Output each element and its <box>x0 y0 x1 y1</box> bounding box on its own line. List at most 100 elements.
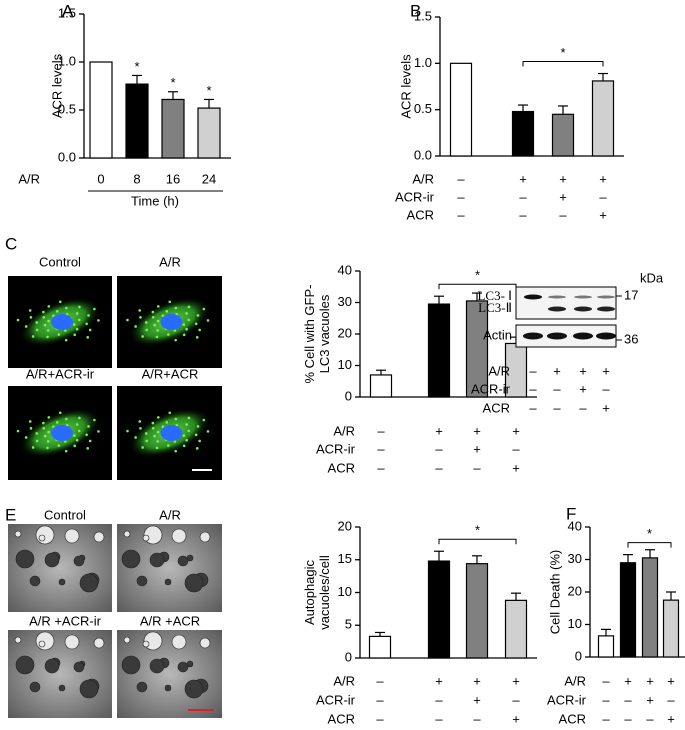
puncta <box>72 434 76 437</box>
condition-name: ACR <box>559 711 586 726</box>
band <box>547 332 567 340</box>
puncta <box>185 438 188 442</box>
puncta <box>57 333 61 336</box>
puncta <box>156 319 160 323</box>
puncta <box>28 309 32 312</box>
condition-name: A/R <box>412 171 434 186</box>
condition-mark: – <box>377 460 385 475</box>
organelle <box>177 661 189 673</box>
organelle <box>123 636 131 644</box>
puncta <box>194 433 198 437</box>
puncta <box>198 439 201 443</box>
condition-mark: + <box>579 363 587 378</box>
puncta <box>52 314 55 317</box>
puncta <box>141 335 144 338</box>
puncta <box>139 316 142 319</box>
band <box>596 332 616 340</box>
x-tick-label: 16 <box>166 171 180 186</box>
puncta <box>138 420 142 423</box>
puncta <box>196 314 200 317</box>
nucleus <box>160 314 183 330</box>
puncta <box>46 329 50 332</box>
condition-name: ACR-ir <box>395 189 435 204</box>
puncta <box>185 312 188 315</box>
puncta <box>168 300 172 304</box>
puncta <box>151 315 155 319</box>
puncta <box>173 329 177 332</box>
condition-mark: – <box>559 207 567 222</box>
error-bar <box>598 72 608 81</box>
condition-name: A/R <box>333 673 355 688</box>
puncta <box>47 416 51 419</box>
condition-mark: + <box>646 673 654 688</box>
y-tick-label: 0.5 <box>414 101 432 116</box>
organelle <box>15 549 35 569</box>
organelle <box>199 637 211 649</box>
organelle <box>64 634 80 650</box>
condition-mark: – <box>553 381 561 396</box>
condition-mark: – <box>519 189 527 204</box>
puncta <box>198 328 201 332</box>
bracket-label: * <box>475 268 480 283</box>
organelle <box>121 655 141 675</box>
condition-mark: + <box>602 400 610 415</box>
condition-mark: – <box>435 441 443 456</box>
bracket-label: * <box>647 526 652 541</box>
y-tick-label: 10 <box>338 584 352 599</box>
condition-mark: + <box>512 423 520 438</box>
puncta <box>173 440 177 443</box>
y-axis-label: ACR levels <box>398 54 413 119</box>
condition-mark: + <box>512 673 520 688</box>
puncta <box>47 430 50 434</box>
condition-mark: – <box>529 381 537 396</box>
condition-mark: – <box>579 400 587 415</box>
band <box>574 306 592 312</box>
micrograph <box>117 524 222 612</box>
condition-mark: – <box>602 381 610 396</box>
condition-mark: – <box>457 189 465 204</box>
puncta <box>185 327 188 331</box>
y-axis-label: LC3 vacuoles <box>317 294 332 373</box>
significance: * <box>206 83 211 98</box>
organelle <box>136 575 148 587</box>
puncta <box>85 433 88 437</box>
organelle <box>164 684 172 692</box>
condition-mark: + <box>559 189 567 204</box>
y-tick-label: 1.0 <box>58 53 76 68</box>
puncta <box>156 305 160 308</box>
puncta <box>167 333 170 336</box>
organelle <box>35 631 55 651</box>
y-tick-label: 20 <box>568 583 582 598</box>
puncta <box>57 444 61 447</box>
puncta <box>64 338 68 342</box>
puncta <box>156 430 160 434</box>
puncta <box>196 425 200 428</box>
significance: * <box>170 75 175 90</box>
organelle <box>79 679 99 699</box>
y-tick-label: 0.0 <box>414 147 432 162</box>
image-label: Control <box>39 254 81 269</box>
puncta <box>65 417 68 421</box>
bar <box>662 599 680 658</box>
band <box>597 295 615 299</box>
error-bar <box>204 98 214 109</box>
puncta <box>174 338 177 342</box>
puncta <box>46 335 49 339</box>
condition-mark: – <box>473 460 481 475</box>
error-bar <box>511 592 521 601</box>
x-tick-label: 24 <box>202 171 216 186</box>
band <box>548 306 566 312</box>
puncta <box>195 447 199 450</box>
puncta <box>75 423 79 426</box>
puncta <box>88 439 92 443</box>
puncta <box>145 439 148 443</box>
bracket-label: * <box>475 523 480 538</box>
bar <box>465 563 489 659</box>
micrograph <box>8 524 112 612</box>
blot-lc3 <box>515 286 617 320</box>
puncta <box>202 418 206 422</box>
organelle <box>164 578 172 586</box>
condition-mark: + <box>599 171 607 186</box>
condition-mark: – <box>624 711 632 726</box>
